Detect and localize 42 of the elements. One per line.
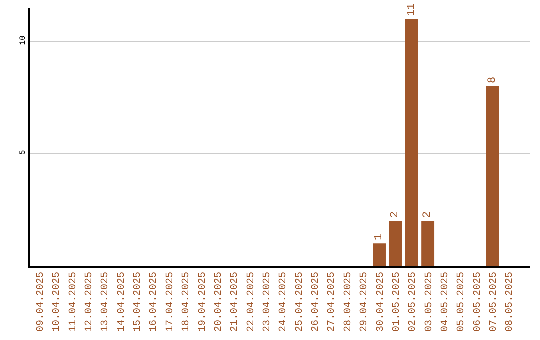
x-tick-label: 19.04.2025	[198, 272, 209, 332]
x-tick-label: 06.05.2025	[472, 272, 484, 332]
x-tick-label: 02.05.2025	[408, 272, 420, 332]
y-tick-label: 5	[18, 150, 28, 156]
bar	[373, 244, 386, 266]
bar	[405, 19, 418, 266]
x-tick-label: 12.04.2025	[84, 272, 96, 332]
data-label: 11	[406, 4, 418, 16]
x-tick-label: 09.04.2025	[36, 272, 47, 332]
x-tick-label: 27.04.2025	[327, 272, 338, 332]
x-tick-label: 17.04.2025	[165, 272, 176, 332]
y-tick-label: 10	[18, 35, 28, 46]
bar	[486, 86, 500, 266]
x-tick-label: 22.04.2025	[246, 272, 258, 332]
x-tick-label: 23.04.2025	[262, 272, 274, 332]
x-tick-label: 11.04.2025	[68, 272, 80, 332]
x-tick-label: 13.04.2025	[100, 272, 112, 332]
bar	[389, 221, 402, 266]
data-label: 2	[422, 212, 434, 218]
data-label: 2	[390, 212, 402, 218]
x-tick-label: 08.05.2025	[505, 272, 516, 332]
x-tick-label: 04.05.2025	[440, 272, 452, 332]
x-tick-label: 21.04.2025	[230, 272, 242, 332]
data-label: 8	[486, 76, 499, 84]
x-tick-label: 14.04.2025	[116, 272, 128, 332]
data-label: 1	[374, 234, 386, 241]
x-tick-label: 24.04.2025	[278, 272, 290, 332]
x-tick-label: 10.04.2025	[52, 272, 64, 332]
x-tick-label: 07.05.2025	[489, 272, 500, 332]
x-tick-label: 29.04.2025	[360, 272, 371, 332]
x-tick-label: 05.05.2025	[456, 272, 468, 332]
x-tick-label: 25.04.2025	[294, 272, 306, 332]
x-tick-label: 28.04.2025	[343, 272, 354, 332]
x-tick-label: 15.04.2025	[133, 272, 144, 332]
x-tick-label: 18.04.2025	[182, 272, 193, 332]
bar	[422, 221, 435, 266]
x-tick-label: 16.04.2025	[149, 272, 160, 332]
x-tick-label: 30.04.2025	[376, 272, 387, 332]
x-tick-label: 26.04.2025	[311, 272, 322, 332]
x-tick-label: 20.04.2025	[214, 272, 225, 332]
x-tick-label: 03.05.2025	[424, 272, 436, 332]
x-tick-label: 01.05.2025	[392, 272, 403, 332]
